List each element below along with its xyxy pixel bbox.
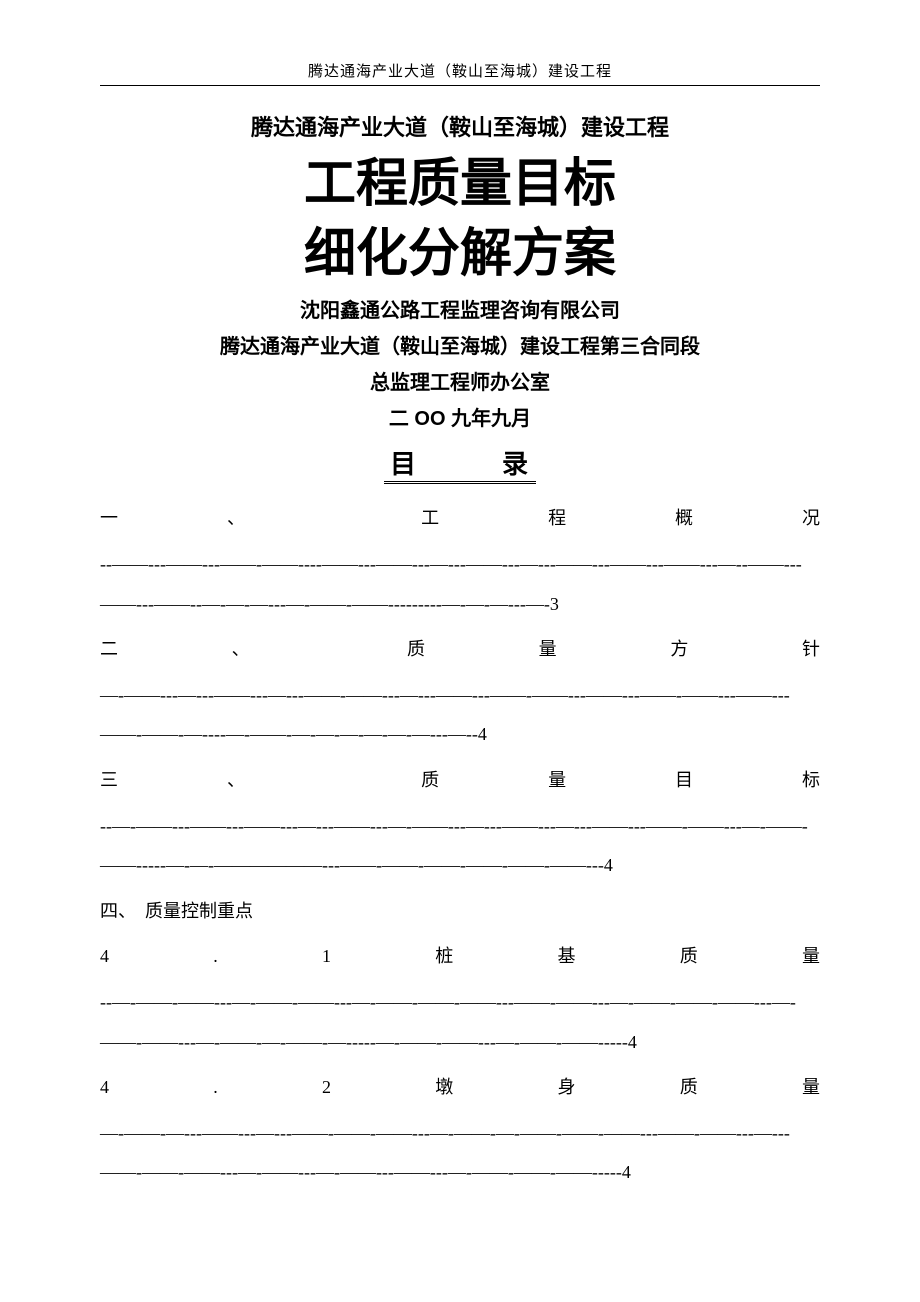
toc-title-text: 目 录 xyxy=(384,450,536,484)
organization-line-2: 腾达通海产业大道（鞍山至海城）建设工程第三合同段 xyxy=(100,332,820,362)
main-title-line-2: 细化分解方案 xyxy=(100,220,820,290)
toc-entry-4-1-dashes: --—-——-——---—-——-——---—-——-——-——---——-——… xyxy=(100,983,820,1062)
toc-entry-1-dashes: --——---——---——-——----——---——---—---——---… xyxy=(100,545,820,624)
toc-entry-3-dashes: --—-——---——---——---—---——---—-——---—---—… xyxy=(100,807,820,886)
toc-entry-3-head: 三 、 质 量 目 标 xyxy=(100,761,820,801)
toc-entry-2-head: 二 、 质 量 方 针 xyxy=(100,630,820,670)
toc-entry-4-2-head: 4 . 2 墩 身 质 量 xyxy=(100,1068,820,1108)
header-rule xyxy=(100,85,820,86)
project-subtitle: 腾达通海产业大道（鞍山至海城）建设工程 xyxy=(100,110,820,142)
toc-entry-1-head: 一 、 工 程 概 况 xyxy=(100,499,820,539)
date-line: 二 OO 九年九月 xyxy=(100,404,820,434)
document-page: 腾达通海产业大道（鞍山至海城）建设工程 腾达通海产业大道（鞍山至海城）建设工程 … xyxy=(0,0,920,1239)
toc-title: 目 录 xyxy=(100,444,820,481)
main-title-line-1: 工程质量目标 xyxy=(100,150,820,220)
running-header: 腾达通海产业大道（鞍山至海城）建设工程 xyxy=(100,60,820,81)
toc-entry-4-head: 四、 质量控制重点 xyxy=(100,892,820,932)
toc-entry-2-dashes: —-——---—---——---—---——-——---—---——---——-… xyxy=(100,676,820,755)
organization-line-3: 总监理工程师办公室 xyxy=(100,368,820,398)
organization-line-1: 沈阳鑫通公路工程监理咨询有限公司 xyxy=(100,296,820,326)
toc-entry-4-2-dashes: —-——-—---——---—---——-——-——---—-——-—-——-—… xyxy=(100,1114,820,1193)
toc-entry-4-1-head: 4 . 1 桩 基 质 量 xyxy=(100,937,820,977)
